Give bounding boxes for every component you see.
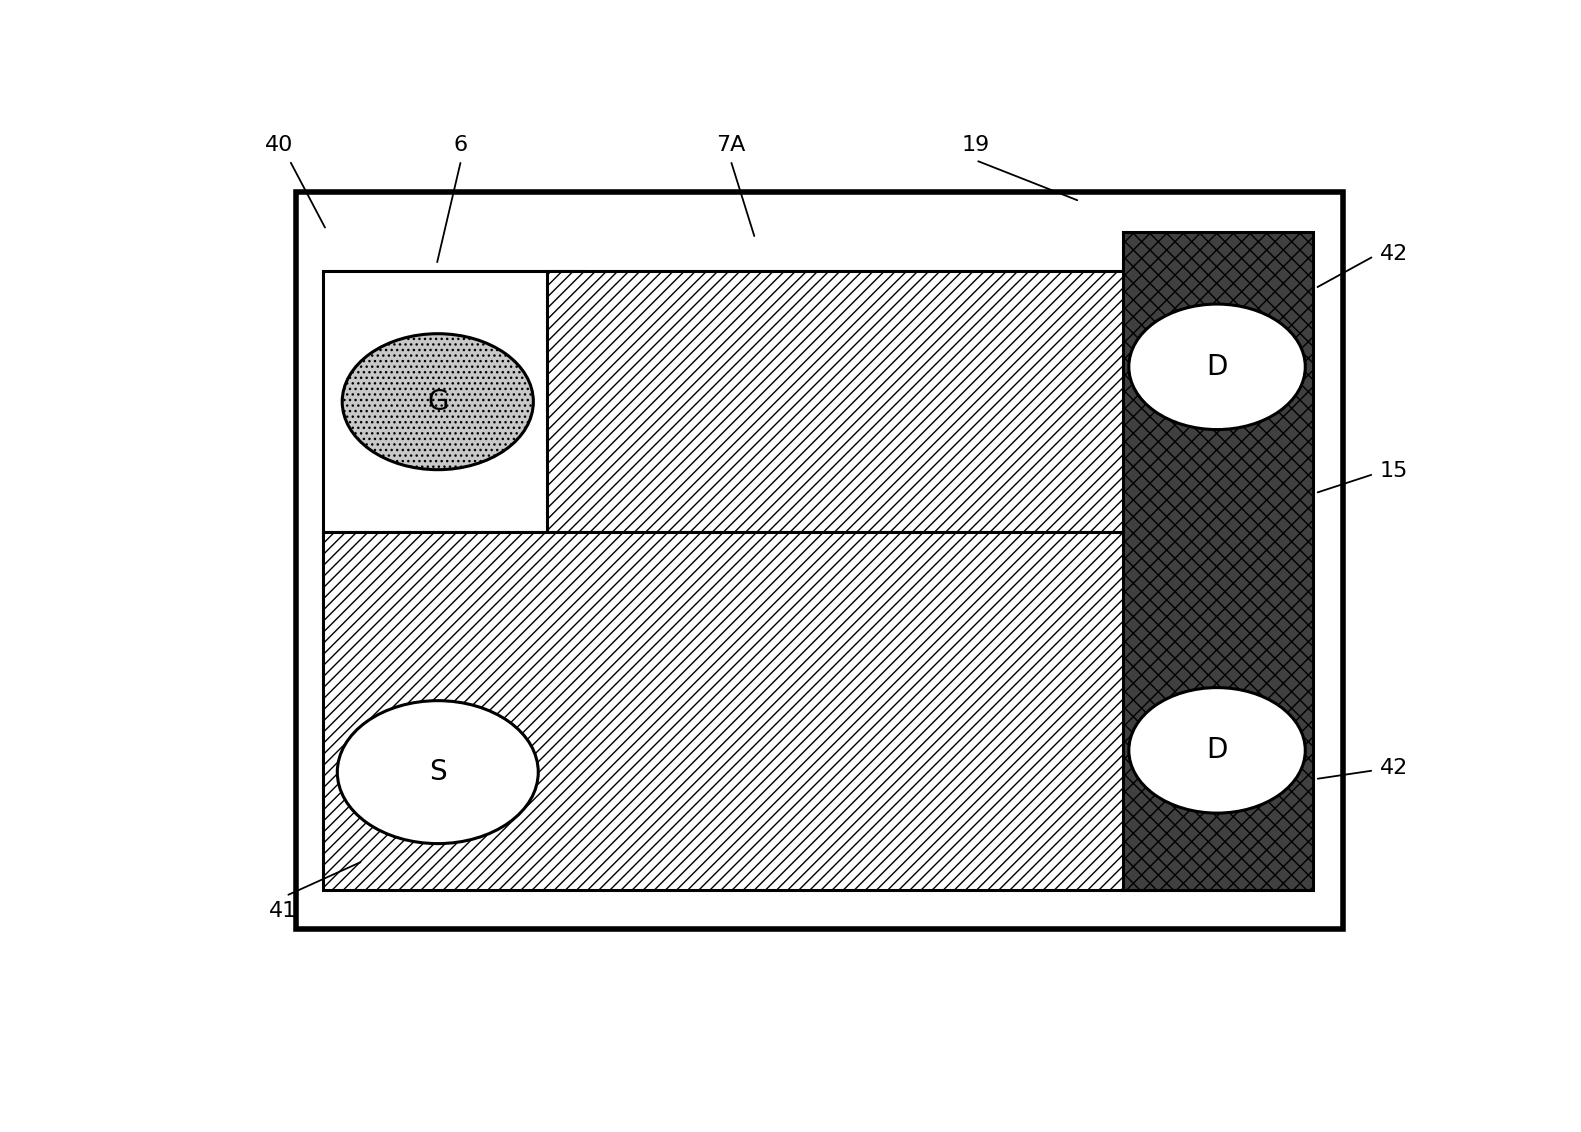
Text: G: G: [427, 387, 449, 415]
Circle shape: [1129, 305, 1306, 429]
Text: 15: 15: [1380, 462, 1409, 481]
Bar: [1123, 232, 1312, 890]
Bar: [296, 192, 1344, 929]
Text: 41: 41: [269, 901, 297, 921]
Circle shape: [341, 334, 533, 470]
Circle shape: [337, 701, 538, 843]
Circle shape: [1129, 687, 1306, 813]
Bar: [547, 271, 1227, 532]
Text: D: D: [1206, 353, 1228, 380]
Text: 42: 42: [1380, 243, 1409, 264]
Text: 7A: 7A: [716, 135, 745, 155]
Text: D: D: [1206, 736, 1228, 764]
Text: S: S: [428, 758, 446, 786]
Text: 40: 40: [266, 135, 294, 155]
Bar: [323, 532, 1227, 890]
Text: 19: 19: [961, 135, 990, 155]
Text: 42: 42: [1380, 757, 1409, 778]
Bar: [323, 271, 587, 532]
Text: 6: 6: [454, 135, 468, 155]
